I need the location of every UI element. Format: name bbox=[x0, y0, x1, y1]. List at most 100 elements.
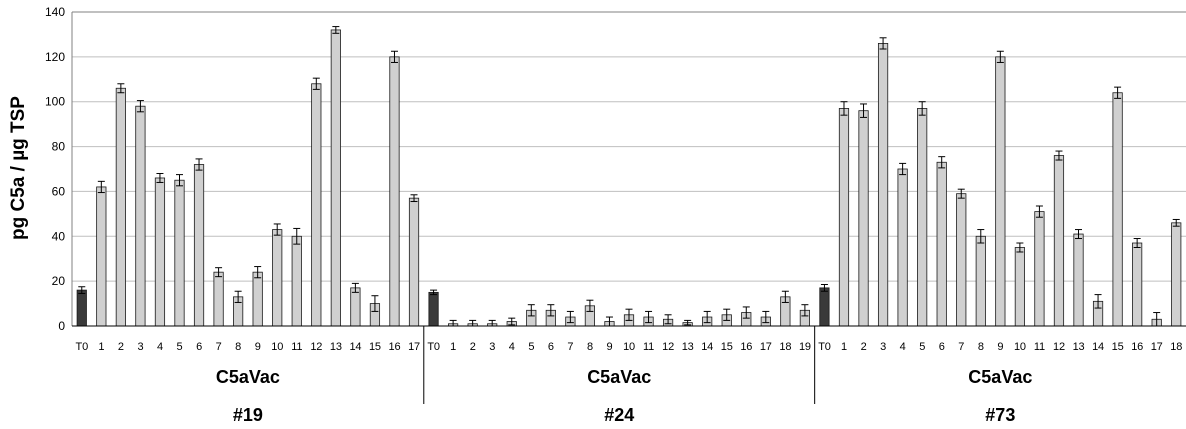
x-tick-label: T0 bbox=[76, 341, 89, 353]
x-tick-label: 7 bbox=[216, 341, 222, 353]
y-tick-label: 140 bbox=[45, 5, 65, 19]
x-tick-label: 14 bbox=[1092, 341, 1104, 353]
bar bbox=[1053, 155, 1065, 327]
x-tick-label: 8 bbox=[587, 341, 593, 353]
x-tick-label: 12 bbox=[1053, 341, 1065, 353]
x-tick-label: 14 bbox=[701, 341, 713, 353]
group-id-label: #73 bbox=[985, 405, 1015, 425]
group-id-label: #19 bbox=[233, 405, 263, 425]
x-tick-label: 17 bbox=[408, 341, 420, 353]
x-tick-label: 14 bbox=[349, 341, 361, 353]
bar bbox=[897, 168, 908, 327]
y-axis-ticks: 0 20 40 60 80 100 120 140 bbox=[45, 5, 65, 333]
bar bbox=[975, 235, 986, 327]
y-tick-label: 100 bbox=[45, 95, 65, 109]
bar bbox=[995, 56, 1006, 327]
x-tick-label: 11 bbox=[291, 341, 302, 353]
bar bbox=[1014, 247, 1025, 327]
x-tick-label: 18 bbox=[779, 341, 791, 353]
bar bbox=[936, 161, 947, 327]
x-tick-label: 19 bbox=[799, 341, 811, 353]
x-tick-label: 8 bbox=[978, 341, 984, 353]
bar bbox=[350, 287, 361, 327]
x-tick-label: 6 bbox=[939, 341, 945, 353]
bar-control bbox=[76, 289, 87, 327]
x-tick-label: T0 bbox=[427, 341, 440, 353]
x-tick-label: 16 bbox=[389, 341, 401, 353]
bar-control bbox=[428, 291, 439, 327]
x-tick-label: 13 bbox=[330, 341, 342, 353]
bar bbox=[193, 164, 205, 327]
x-tick-label: 6 bbox=[196, 341, 202, 353]
x-tick-label: 17 bbox=[1151, 341, 1163, 353]
bar bbox=[838, 108, 850, 327]
x-tick-label: 15 bbox=[721, 341, 733, 353]
bar bbox=[311, 83, 322, 327]
x-tick-label: 5 bbox=[528, 341, 534, 353]
x-tick-label: 7 bbox=[958, 341, 964, 353]
bar bbox=[408, 197, 420, 327]
x-tick-label: 7 bbox=[567, 341, 573, 353]
axes bbox=[71, 11, 1186, 404]
x-tick-label: 2 bbox=[861, 341, 867, 353]
bar bbox=[115, 87, 126, 327]
x-tick-label: 1 bbox=[841, 341, 847, 353]
group-name-label: C5aVac bbox=[587, 367, 651, 387]
bar bbox=[174, 179, 185, 327]
x-tick-label: 10 bbox=[623, 341, 635, 353]
group-name-label: C5aVac bbox=[216, 367, 280, 387]
x-tick-label: 11 bbox=[643, 341, 654, 353]
x-tick-label: 9 bbox=[997, 341, 1003, 353]
x-tick-label: 3 bbox=[880, 341, 886, 353]
x-axis-ticks: T0 1 2 3 4 5 6 7 8 9 10 11 12 13 14 15 16 17 T0 1 2 3 4 5 6 7 8 9 10… bbox=[76, 341, 1183, 353]
x-tick-label: 5 bbox=[919, 341, 925, 353]
x-tick-label: 10 bbox=[1014, 341, 1026, 353]
x-tick-label: 13 bbox=[682, 341, 694, 353]
x-tick-label: 15 bbox=[1112, 341, 1124, 353]
x-tick-label: 18 bbox=[1170, 341, 1182, 353]
x-tick-label: 3 bbox=[137, 341, 143, 353]
bar bbox=[291, 235, 302, 327]
y-tick-label: 120 bbox=[45, 50, 65, 64]
y-tick-label: 40 bbox=[52, 229, 66, 243]
bar bbox=[1034, 211, 1045, 327]
bar bbox=[96, 186, 107, 327]
x-tick-label: 9 bbox=[606, 341, 612, 353]
x-tick-label: 16 bbox=[740, 341, 752, 353]
x-tick-label: 1 bbox=[98, 341, 104, 353]
x-tick-label: 2 bbox=[118, 341, 124, 353]
bar bbox=[858, 110, 869, 327]
x-tick-label: 8 bbox=[235, 341, 241, 353]
x-tick-label: 16 bbox=[1131, 341, 1143, 353]
bar bbox=[1132, 242, 1143, 327]
group-name-label: C5aVac bbox=[968, 367, 1032, 387]
x-tick-label: 12 bbox=[310, 341, 322, 353]
bar bbox=[330, 29, 341, 327]
bar bbox=[252, 271, 263, 327]
y-tick-label: 0 bbox=[58, 319, 65, 333]
y-tick-label: 60 bbox=[52, 184, 66, 198]
bar bbox=[917, 108, 928, 327]
bar bbox=[1171, 222, 1182, 327]
y-axis-label: pg C5a / µg TSP bbox=[8, 96, 29, 240]
bar bbox=[956, 193, 967, 327]
bar bbox=[877, 43, 889, 327]
bar bbox=[389, 56, 400, 327]
bar bbox=[1112, 92, 1123, 327]
bar bbox=[272, 229, 283, 327]
group-labels: C5aVac #19 C5aVac #24 C5aVac #73 bbox=[216, 367, 1033, 425]
bar bbox=[135, 105, 146, 327]
y-tick-label: 80 bbox=[52, 140, 66, 154]
x-tick-label: 6 bbox=[548, 341, 554, 353]
x-tick-label: 17 bbox=[760, 341, 772, 353]
x-tick-label: 2 bbox=[470, 341, 476, 353]
bars-layer bbox=[76, 26, 1182, 327]
bar bbox=[213, 271, 224, 327]
bar bbox=[1073, 233, 1084, 327]
x-tick-label: 4 bbox=[509, 341, 515, 353]
bar bbox=[154, 177, 166, 327]
y-tick-label: 20 bbox=[52, 274, 66, 288]
x-tick-label: 10 bbox=[271, 341, 283, 353]
bar-control bbox=[819, 287, 830, 327]
